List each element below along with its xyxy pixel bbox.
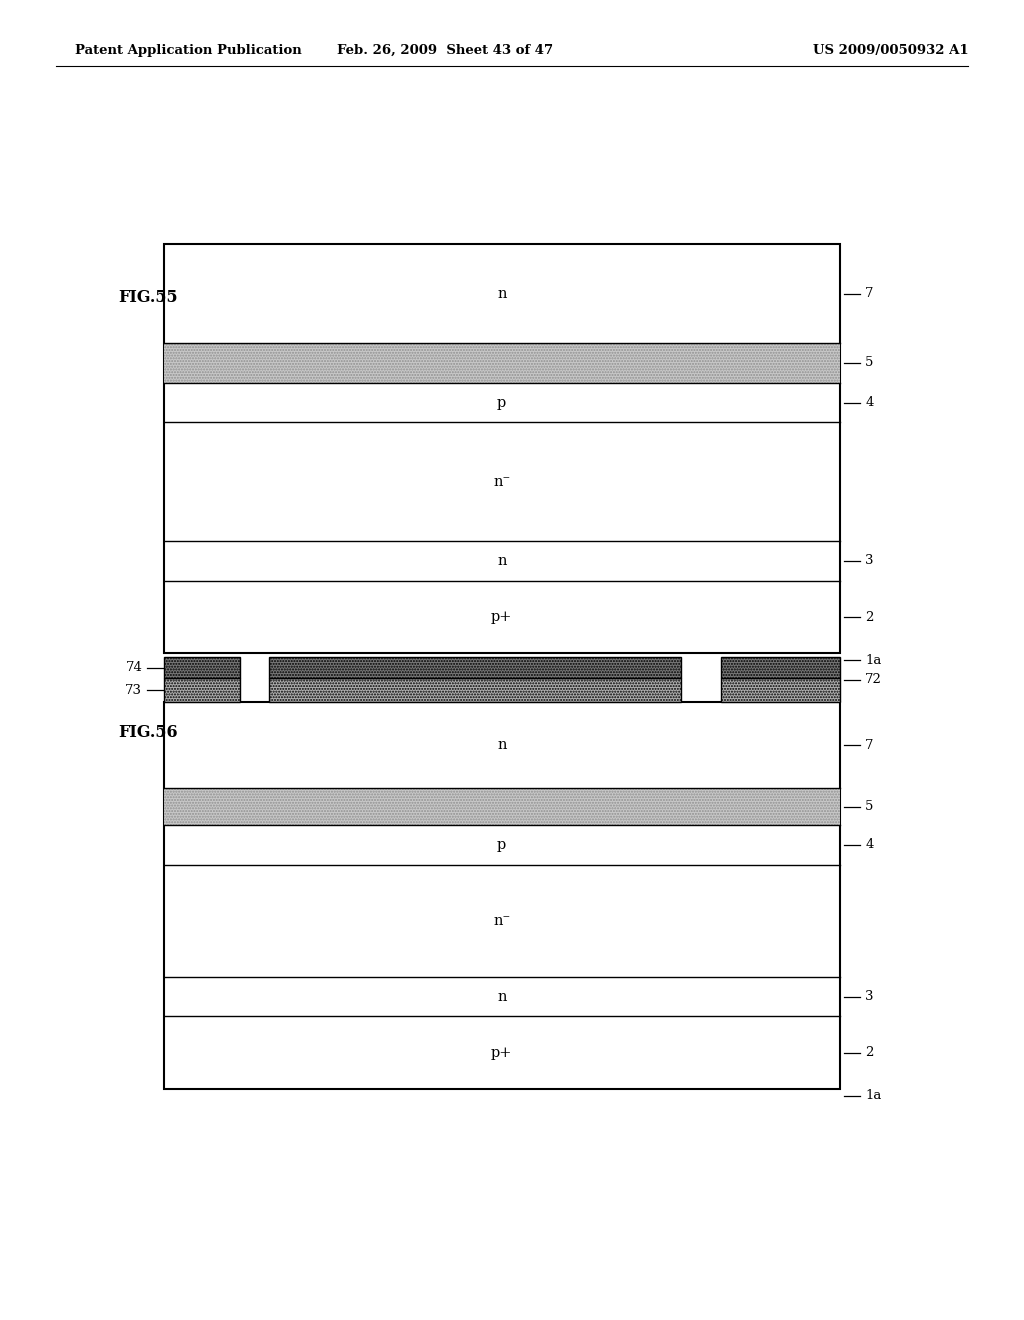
Text: p+: p+	[492, 1045, 512, 1060]
Text: p: p	[497, 396, 507, 409]
Text: p: p	[497, 838, 507, 851]
Text: 74: 74	[126, 661, 142, 675]
Text: n⁻: n⁻	[494, 475, 510, 488]
Text: Feb. 26, 2009  Sheet 43 of 47: Feb. 26, 2009 Sheet 43 of 47	[337, 44, 554, 57]
Bar	[164, 657, 241, 678]
Text: FIG.55: FIG.55	[118, 289, 177, 305]
Text: n: n	[497, 738, 507, 752]
Bar	[164, 678, 241, 702]
Text: n: n	[497, 286, 507, 301]
Text: 4: 4	[865, 396, 873, 409]
Text: n⁻: n⁻	[494, 913, 510, 928]
Text: 2: 2	[865, 1047, 873, 1059]
Bar	[164, 343, 840, 383]
Text: 5: 5	[865, 356, 873, 370]
Text: 72: 72	[865, 673, 882, 686]
Text: 1a: 1a	[865, 1089, 882, 1102]
Text: Patent Application Publication: Patent Application Publication	[75, 44, 301, 57]
Text: 3: 3	[865, 554, 873, 568]
Text: 4: 4	[865, 838, 873, 851]
Text: 7: 7	[865, 739, 873, 751]
Text: 7: 7	[865, 288, 873, 300]
Bar	[721, 678, 840, 702]
Bar	[268, 657, 681, 678]
Bar	[164, 788, 840, 825]
Text: 2: 2	[865, 611, 873, 623]
Text: 3: 3	[865, 990, 873, 1003]
Bar	[164, 244, 840, 653]
Text: US 2009/0050932 A1: US 2009/0050932 A1	[813, 44, 969, 57]
Text: FIG.56: FIG.56	[118, 725, 177, 741]
Text: 73: 73	[125, 684, 142, 697]
Text: p+: p+	[492, 610, 512, 624]
Bar	[268, 678, 681, 702]
Text: 1a: 1a	[865, 653, 882, 667]
Bar	[721, 657, 840, 678]
Text: 5: 5	[865, 800, 873, 813]
Text: n: n	[497, 990, 507, 1003]
Bar	[164, 702, 840, 1089]
Text: n: n	[497, 554, 507, 568]
